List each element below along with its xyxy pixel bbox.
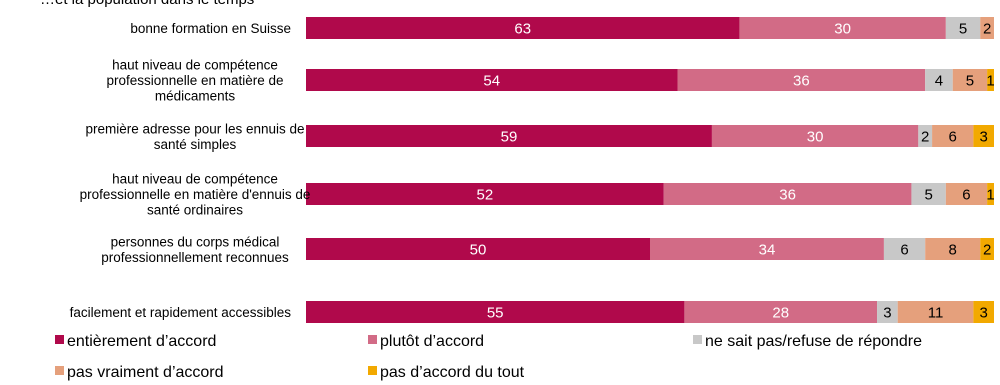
bar-segment	[306, 183, 664, 205]
bar-segment	[663, 183, 912, 205]
value-label: 54	[483, 73, 500, 90]
legend-label: pas d’accord du tout	[380, 364, 525, 381]
legend: entièrement d’accord plutôt d’accord ne sa…	[55, 333, 922, 381]
legend-swatch	[55, 366, 64, 375]
bar-segment	[925, 69, 953, 91]
bar-segment	[306, 17, 740, 39]
legend-label: plutôt d’accord	[380, 333, 484, 350]
legend-swatch	[368, 335, 377, 344]
bar-segment	[952, 69, 988, 91]
value-label: 3	[883, 305, 891, 322]
value-label: 59	[501, 129, 518, 146]
chart-title: …et la population dans le temps	[40, 0, 254, 8]
legend-swatch	[55, 335, 64, 344]
bar-segment	[932, 125, 974, 147]
value-label: 2	[983, 242, 991, 259]
value-label: 1	[986, 73, 994, 90]
bar-segment	[677, 69, 926, 91]
bar-segment	[306, 238, 650, 260]
category-label: facilement et rapidement accessibles	[70, 305, 292, 320]
legend-label: pas vraiment d’accord	[67, 364, 224, 381]
value-label: 50	[470, 242, 487, 259]
value-label: 8	[949, 242, 957, 259]
bar-segment	[945, 17, 981, 39]
bar-segment	[911, 183, 946, 205]
category-label: haut niveau de compétence professionnelle…	[106, 58, 283, 104]
value-label: 55	[487, 305, 504, 322]
value-label: 28	[772, 305, 789, 322]
value-label: 4	[935, 73, 943, 90]
bar-segment	[877, 301, 898, 323]
value-label: 36	[779, 187, 796, 204]
value-label: 3	[980, 305, 988, 322]
category-label: première adresse pour les ennuis de santé…	[85, 121, 304, 152]
legend-label: entièrement d’accord	[67, 333, 216, 350]
value-label: 5	[924, 187, 932, 204]
value-label: 30	[834, 21, 851, 38]
bar-segment	[945, 183, 988, 205]
value-label: 2	[921, 129, 929, 146]
bar-segment	[306, 301, 685, 323]
bar-segment	[684, 301, 878, 323]
value-label: 5	[966, 73, 974, 90]
value-label: 1	[986, 187, 994, 204]
bar-segment	[306, 69, 678, 91]
value-label: 11	[928, 305, 944, 322]
bar-segment	[980, 17, 994, 39]
value-label: 36	[793, 73, 810, 90]
bar-segment	[973, 125, 994, 147]
value-label: 30	[807, 129, 824, 146]
bar-segment	[987, 183, 994, 205]
bar-segment	[918, 125, 933, 147]
bars-layer: 63 30 5 254 36 4 5 159 30 2 6 352 36 5 6 150 34 6 8 255 28 3 1…	[306, 17, 995, 323]
legend-swatch	[693, 335, 702, 344]
bar-segment	[987, 69, 994, 91]
bar-segment	[739, 17, 946, 39]
value-label: 52	[477, 187, 494, 204]
bar-segment	[650, 238, 884, 260]
bar-segment	[925, 238, 981, 260]
value-label: 6	[949, 129, 957, 146]
value-label: 2	[983, 21, 991, 38]
value-label: 34	[759, 242, 776, 259]
category-label: bonne formation en Suisse	[130, 21, 291, 36]
value-label: 6	[900, 242, 908, 259]
bar-segment	[883, 238, 926, 260]
value-label: 3	[980, 129, 988, 146]
value-label: 6	[962, 187, 970, 204]
value-label: 5	[959, 21, 967, 38]
bar-segment	[973, 301, 994, 323]
bar-segment	[897, 301, 974, 323]
bar-segment	[711, 125, 919, 147]
value-label: 63	[514, 21, 531, 38]
category-labels: bonne formation en Suisse haut niveau de …	[70, 21, 311, 320]
category-label: haut niveau de compétence professionnelle…	[80, 172, 311, 218]
bar-segment	[306, 125, 712, 147]
legend-swatch	[368, 366, 377, 375]
category-label: personnes du corps médical professionnell…	[101, 234, 289, 264]
legend-label: ne sait pas/refuse de répondre	[705, 333, 922, 350]
bar-segment	[980, 238, 994, 260]
